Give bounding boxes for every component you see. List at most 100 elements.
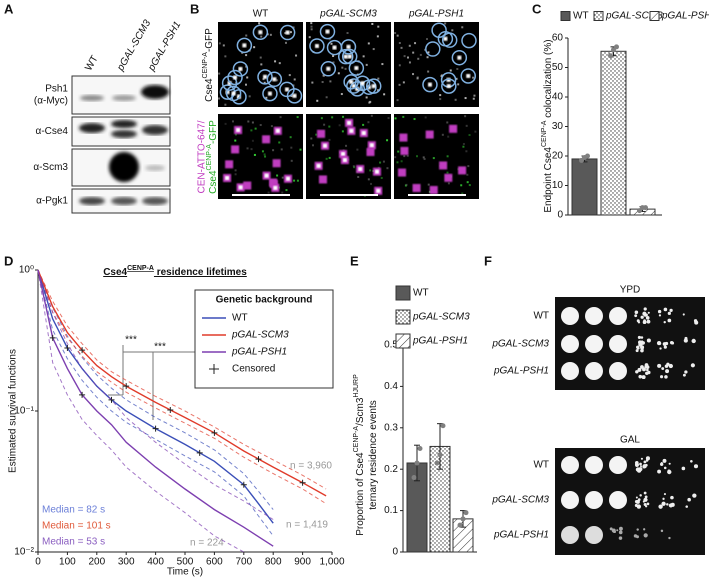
colony xyxy=(668,462,671,465)
row-label-part: Cse4 xyxy=(208,170,219,194)
y-tick-label: 10⁻² xyxy=(14,547,34,558)
spot xyxy=(346,44,351,49)
speck xyxy=(441,133,444,136)
spot xyxy=(609,362,627,380)
speck xyxy=(419,53,422,56)
spot-circle xyxy=(319,23,336,40)
spot xyxy=(412,183,421,192)
speck xyxy=(279,116,282,119)
speck xyxy=(251,139,254,142)
y-axis-label-part: ternary residence events xyxy=(368,400,379,510)
spot xyxy=(349,79,354,84)
speck xyxy=(245,54,248,57)
spot xyxy=(231,91,236,96)
speck xyxy=(466,181,469,184)
colony xyxy=(644,363,649,367)
spot xyxy=(286,176,291,181)
band xyxy=(111,197,137,205)
y-axis-label-part: Proportion of Cse4 xyxy=(355,452,366,536)
speck xyxy=(284,32,287,35)
row-label: CEN-ATTO-647/ xyxy=(197,120,208,193)
speck xyxy=(367,42,370,45)
speck xyxy=(382,160,385,163)
colony xyxy=(668,363,673,369)
colony xyxy=(643,491,647,495)
blot-row-label: α-Pgk1 xyxy=(36,196,68,207)
speck xyxy=(405,183,408,186)
speck xyxy=(412,51,415,54)
speck xyxy=(394,117,397,120)
spot xyxy=(360,81,365,86)
plate-title: GAL xyxy=(620,435,640,446)
speck xyxy=(278,62,281,65)
y-axis-label: ternary residence events xyxy=(368,400,379,510)
speck xyxy=(394,156,397,159)
speck xyxy=(356,148,359,151)
speck xyxy=(311,81,314,84)
speck xyxy=(263,81,266,84)
speck xyxy=(332,54,335,57)
spot-circle xyxy=(348,60,365,76)
colony xyxy=(634,499,639,504)
speck xyxy=(440,74,443,77)
legend-label: WT xyxy=(413,288,429,299)
spot xyxy=(332,45,337,50)
confidence-bound xyxy=(37,269,274,510)
speck xyxy=(295,54,298,57)
colony xyxy=(659,347,662,350)
speck xyxy=(224,122,227,125)
speck xyxy=(417,57,420,60)
spot xyxy=(267,91,272,96)
speck xyxy=(454,98,457,101)
spot-circle xyxy=(422,76,438,93)
colony xyxy=(692,493,697,498)
speck xyxy=(280,148,283,151)
colony xyxy=(657,469,662,474)
speck xyxy=(455,77,458,80)
colony xyxy=(661,501,666,506)
speck xyxy=(253,46,256,49)
speck xyxy=(353,166,356,169)
column-label: WT xyxy=(253,9,269,20)
strain-label: WT xyxy=(533,311,549,322)
legend-label: pGAL-SCM3 xyxy=(412,312,470,323)
colony xyxy=(637,367,642,372)
spot xyxy=(243,181,252,190)
legend-label: pGAL-PSH1 xyxy=(412,336,468,347)
speck xyxy=(446,121,449,124)
censored-mark xyxy=(167,406,174,413)
speck xyxy=(380,177,383,180)
speck xyxy=(218,97,221,100)
spot xyxy=(425,130,434,139)
speck xyxy=(474,130,477,133)
speck xyxy=(386,139,389,142)
spot xyxy=(225,160,234,169)
spot xyxy=(361,131,366,136)
spot xyxy=(400,146,409,155)
spot xyxy=(561,491,579,509)
spot xyxy=(585,491,603,509)
colony xyxy=(640,336,644,339)
speck xyxy=(466,173,469,176)
spot-circle xyxy=(286,88,303,104)
spot xyxy=(318,175,327,184)
speck xyxy=(276,174,279,177)
spot-circle xyxy=(346,78,362,94)
spot-circle xyxy=(431,22,447,38)
x-tick-label: 300 xyxy=(118,557,135,568)
speck xyxy=(403,55,406,58)
spot xyxy=(457,55,462,60)
y-axis-label: Proportion of Cse4CENP-A/Scm3HJURP xyxy=(353,374,365,536)
x-tick-label: 0 xyxy=(35,557,41,568)
y-tick-label: 0.4 xyxy=(384,381,398,392)
colony xyxy=(645,456,650,461)
speck xyxy=(357,175,360,178)
blot-row-label: (α-Myc) xyxy=(34,96,68,107)
spot xyxy=(444,173,453,182)
colony xyxy=(644,314,647,317)
legend-swatch xyxy=(395,309,411,325)
colony xyxy=(609,527,613,531)
colony xyxy=(684,370,688,374)
spot xyxy=(561,362,579,380)
censored-mark xyxy=(123,383,130,390)
